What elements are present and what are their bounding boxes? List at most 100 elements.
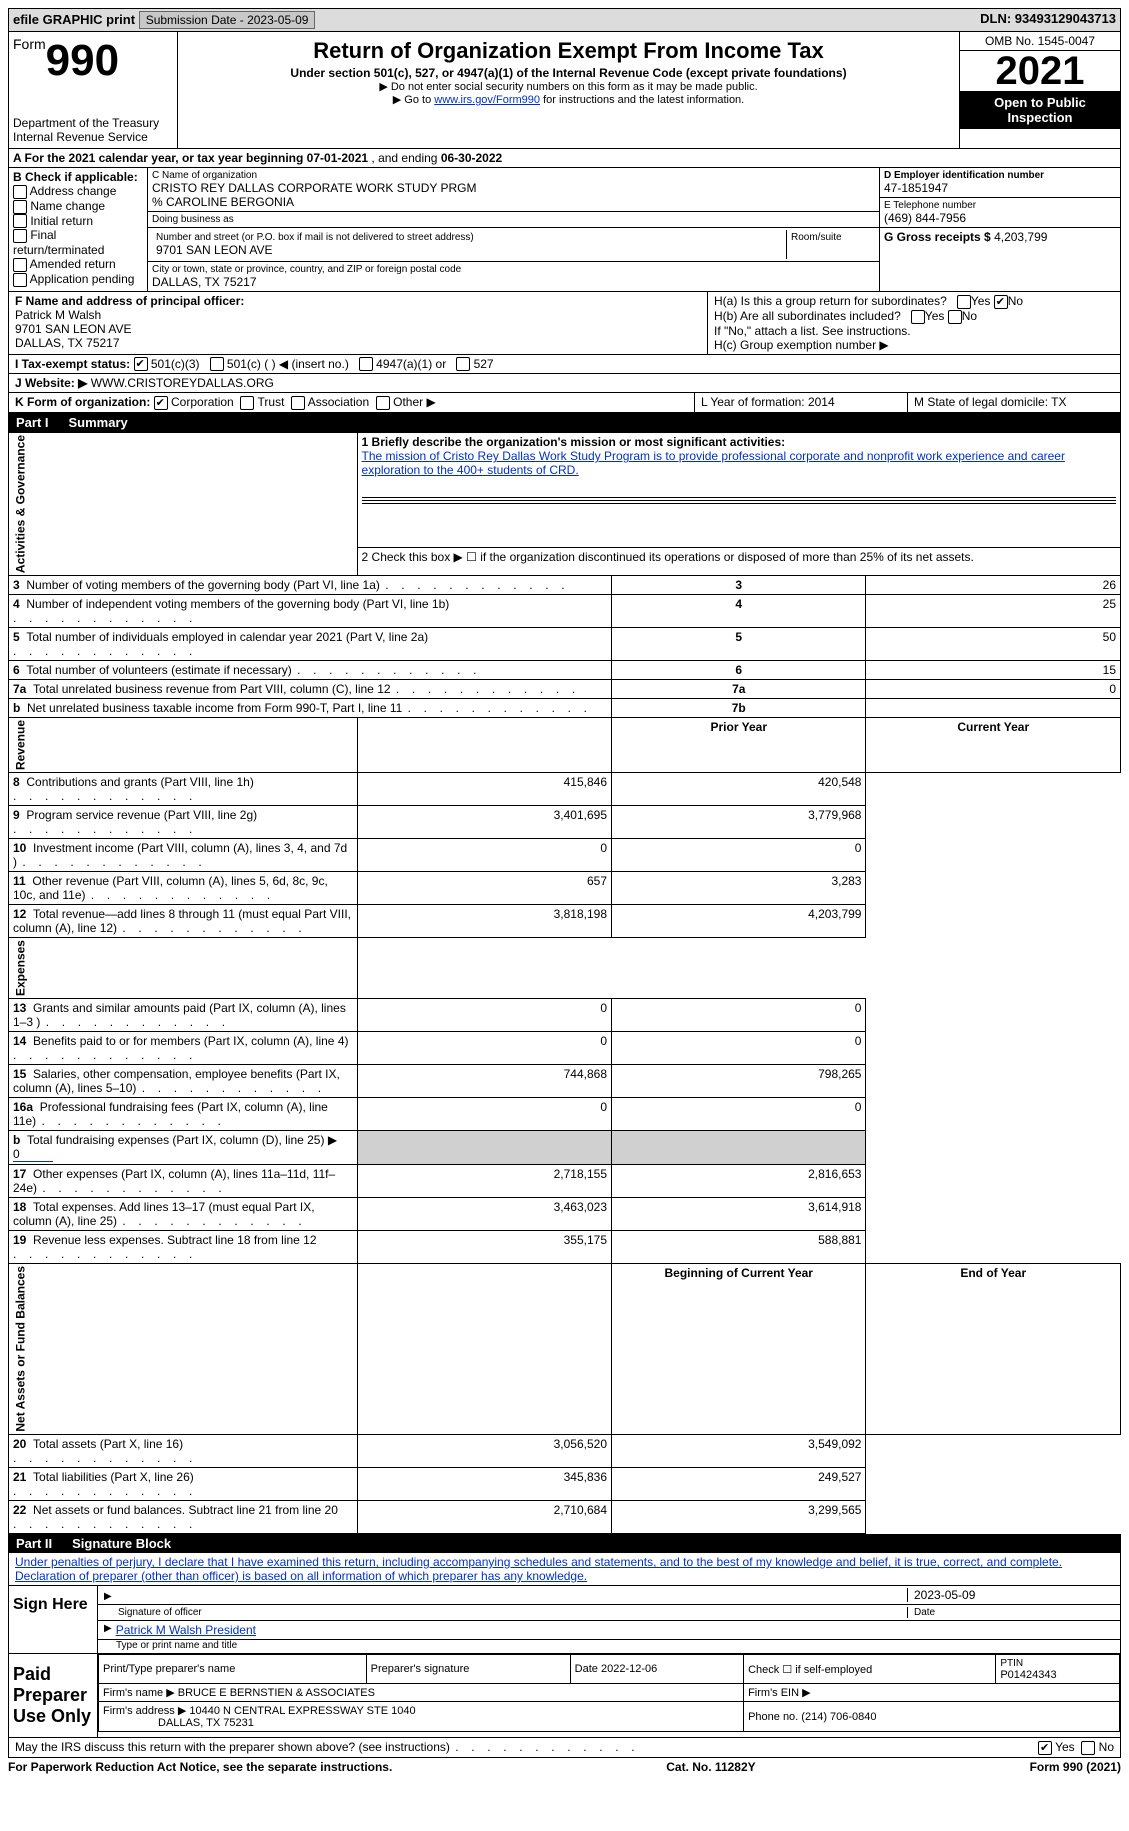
k-corp[interactable] — [154, 396, 168, 410]
line2: 2 Check this box ▶ ☐ if the organization… — [357, 547, 1120, 576]
ptin: P01424343 — [1000, 1669, 1056, 1681]
prep-date: Date 2022-12-06 — [570, 1655, 743, 1684]
hb-no[interactable] — [948, 310, 962, 324]
current-header: Current Year — [957, 720, 1029, 734]
d-label: D Employer identification number — [884, 170, 1044, 181]
cat-no: Cat. No. 11282Y — [666, 1760, 755, 1774]
form-number: 990 — [46, 36, 119, 85]
form-ref: Form 990 (2021) — [1030, 1760, 1121, 1774]
footer: For Paperwork Reduction Act Notice, see … — [8, 1758, 1121, 1774]
prior-header: Prior Year — [711, 720, 767, 734]
hb-note: If "No," attach a list. See instructions… — [714, 324, 1114, 338]
dept-treasury: Department of the Treasury — [13, 116, 173, 130]
checkbox[interactable] — [13, 258, 27, 272]
end-header: End of Year — [960, 1266, 1026, 1280]
gov-row: 7a Total unrelated business revenue from… — [9, 680, 1121, 699]
b-item: Name change — [13, 199, 143, 214]
b-item: Final return/terminated — [13, 228, 143, 257]
discuss-row: May the IRS discuss this return with the… — [8, 1738, 1121, 1758]
irs-link[interactable]: www.irs.gov/Form990 — [434, 94, 540, 106]
prep-name-label: Print/Type preparer's name — [99, 1655, 367, 1684]
officer-name: Patrick M Walsh — [15, 308, 101, 322]
i-501c3[interactable] — [134, 357, 148, 371]
paperwork-notice: For Paperwork Reduction Act Notice, see … — [8, 1760, 392, 1774]
submission-button[interactable]: Submission Date - 2023-05-09 — [139, 11, 316, 29]
care-of: % CAROLINE BERGONIA — [152, 195, 875, 209]
goto-note: ▶ Go to www.irs.gov/Form990 for instruct… — [182, 93, 955, 106]
form-title: Return of Organization Exempt From Incom… — [182, 38, 955, 64]
hb-yes[interactable] — [911, 310, 925, 324]
top-bar: efile GRAPHIC print Submission Date - 20… — [8, 8, 1121, 32]
netasset-row: 22 Net assets or fund balances. Subtract… — [9, 1501, 1121, 1534]
k-trust[interactable] — [240, 396, 254, 410]
l-year: L Year of formation: 2014 — [695, 393, 908, 412]
summary-table: Activities & Governance 1 Briefly descri… — [8, 432, 1121, 1534]
gov-row: b Net unrelated business taxable income … — [9, 699, 1121, 718]
part2-header: Part II Signature Block — [8, 1534, 1121, 1553]
tax-year: 2021 — [960, 51, 1120, 91]
ein: 47-1851947 — [884, 181, 1116, 195]
i-4947[interactable] — [359, 357, 373, 371]
checkbox[interactable] — [13, 229, 27, 243]
netasset-row: 20 Total assets (Part X, line 16)3,056,5… — [9, 1435, 1121, 1468]
street: 9701 SAN LEON AVE — [156, 243, 782, 257]
firm-addr: 10440 N CENTRAL EXPRESSWAY STE 1040 — [189, 1705, 415, 1717]
block-fh: F Name and address of principal officer:… — [8, 292, 1121, 355]
expense-row: b Total fundraising expenses (Part IX, c… — [9, 1131, 1121, 1165]
row-k: K Form of organization: Corporation Trus… — [8, 393, 1121, 413]
part1-header: Part I Summary — [8, 413, 1121, 432]
gross-receipts: 4,203,799 — [994, 230, 1047, 244]
b-item: Application pending — [13, 272, 143, 287]
gov-row: 4 Number of independent voting members o… — [9, 595, 1121, 628]
revenue-row: 12 Total revenue—add lines 8 through 11 … — [9, 905, 1121, 938]
checkbox[interactable] — [13, 273, 27, 287]
type-name-label: Type or print name and title — [98, 1640, 1120, 1653]
sig-date: 2023-05-09 — [907, 1588, 1114, 1602]
street-label: Number and street (or P.O. box if mail i… — [156, 232, 782, 243]
side-netassets: Net Assets or Fund Balances — [9, 1264, 358, 1435]
officer-city: DALLAS, TX 75217 — [15, 336, 120, 350]
i-527[interactable] — [456, 357, 470, 371]
form-subtitle: Under section 501(c), 527, or 4947(a)(1)… — [182, 66, 955, 80]
officer-street: 9701 SAN LEON AVE — [15, 322, 132, 336]
ha-yes[interactable] — [957, 295, 971, 309]
f-label: F Name and address of principal officer: — [15, 294, 244, 308]
netasset-row: 21 Total liabilities (Part X, line 26)34… — [9, 1468, 1121, 1501]
b-item: Amended return — [13, 257, 143, 272]
i-501c[interactable] — [210, 357, 224, 371]
checkbox[interactable] — [13, 185, 27, 199]
mission-text[interactable]: The mission of Cristo Rey Dallas Work St… — [362, 449, 1065, 477]
k-assoc[interactable] — [291, 396, 305, 410]
k-other[interactable] — [376, 396, 390, 410]
sig-officer-label: Signature of officer — [104, 1607, 907, 1618]
expense-row: 18 Total expenses. Add lines 13–17 (must… — [9, 1198, 1121, 1231]
revenue-row: 11 Other revenue (Part VIII, column (A),… — [9, 872, 1121, 905]
b-label: B Check if applicable: — [13, 170, 138, 184]
expense-row: 17 Other expenses (Part IX, column (A), … — [9, 1165, 1121, 1198]
efile-label: efile GRAPHIC print — [13, 12, 135, 27]
officer-printed: Patrick M Walsh President — [116, 1623, 256, 1637]
discuss-no[interactable] — [1081, 1741, 1095, 1755]
gov-row: 3 Number of voting members of the govern… — [9, 576, 1121, 595]
checkbox[interactable] — [13, 214, 27, 228]
line1-label: 1 Briefly describe the organization's mi… — [362, 435, 786, 449]
checkbox[interactable] — [13, 200, 27, 214]
revenue-row: 10 Investment income (Part VIII, column … — [9, 839, 1121, 872]
phone: (469) 844-7956 — [884, 211, 1116, 225]
room-label: Room/suite — [787, 230, 875, 259]
prep-sig-label: Preparer's signature — [366, 1655, 570, 1684]
m-state: M State of legal domicile: TX — [908, 393, 1120, 412]
g-label: G Gross receipts $ — [884, 230, 994, 244]
side-expenses: Expenses — [9, 938, 358, 999]
discuss-yes[interactable] — [1038, 1741, 1052, 1755]
expense-row: 16a Professional fundraising fees (Part … — [9, 1098, 1121, 1131]
side-governance: Activities & Governance — [9, 433, 358, 576]
form-word: Form — [13, 36, 46, 52]
ha-no[interactable] — [994, 295, 1008, 309]
begin-header: Beginning of Current Year — [665, 1266, 813, 1280]
signature-block: Under penalties of perjury, I declare th… — [8, 1553, 1121, 1738]
website: WWW.CRISTOREYDALLAS.ORG — [91, 376, 274, 390]
revenue-row: 9 Program service revenue (Part VIII, li… — [9, 806, 1121, 839]
dba-label: Doing business as — [148, 212, 879, 228]
org-name: CRISTO REY DALLAS CORPORATE WORK STUDY P… — [152, 181, 875, 195]
